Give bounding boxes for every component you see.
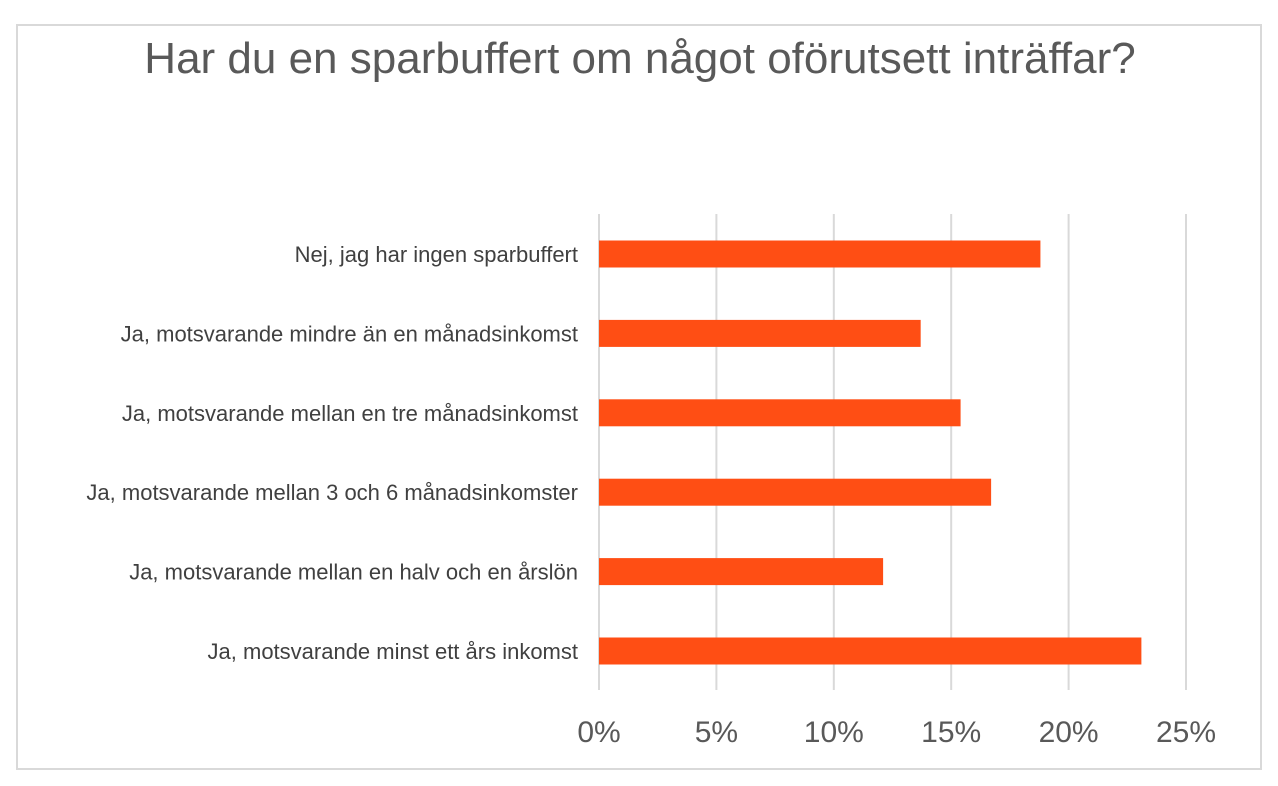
bar-2: [599, 399, 961, 427]
bar-4: [599, 558, 884, 586]
bar-1: [599, 319, 921, 347]
bars: [599, 240, 1142, 665]
chart-title: Har du en sparbuffert om något oförutset…: [144, 34, 1136, 83]
category-label-0: Nej, jag har ingen sparbuffert: [295, 242, 578, 267]
tick-label-1: 5%: [695, 716, 738, 749]
tick-label-3: 15%: [921, 716, 981, 749]
x-axis-tick-labels: 0% 5% 10% 15% 20% 25%: [577, 716, 1216, 749]
tick-label-0: 0%: [577, 716, 620, 749]
category-label-2: Ja, motsvarande mellan en tre månadsinko…: [122, 401, 578, 426]
category-labels: Nej, jag har ingen sparbuffert Ja, motsva…: [86, 242, 578, 664]
grid-lines: [598, 214, 1187, 690]
bar-5: [599, 637, 1142, 665]
bar-0: [599, 240, 1041, 268]
tick-label-4: 20%: [1039, 716, 1099, 749]
tick-label-2: 10%: [804, 716, 864, 749]
category-label-3: Ja, motsvarande mellan 3 och 6 månadsink…: [86, 480, 578, 505]
category-label-1: Ja, motsvarande mindre än en månadsinkom…: [121, 321, 578, 346]
category-label-5: Ja, motsvarande minst ett års inkomst: [208, 639, 578, 664]
tick-label-5: 25%: [1156, 716, 1216, 749]
category-label-4: Ja, motsvarande mellan en halv och en år…: [129, 560, 578, 585]
bar-3: [599, 478, 992, 506]
